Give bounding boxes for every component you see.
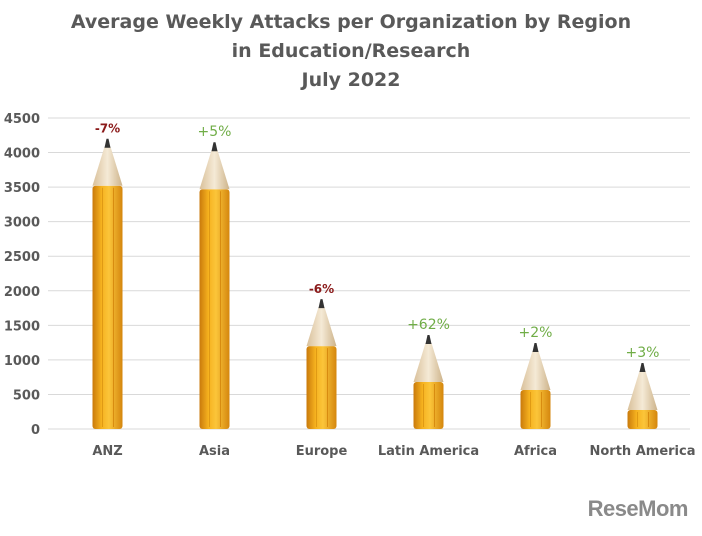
- pencil-wood-tip: [306, 307, 337, 347]
- pencil-wood-tip: [92, 146, 123, 186]
- pencil-lead: [532, 342, 539, 352]
- title-line-1: Average Weekly Attacks per Organization …: [70, 11, 632, 33]
- title-line-2: in Education/Research: [231, 40, 471, 62]
- data-label: -7%: [95, 122, 120, 136]
- data-label: +3%: [626, 345, 660, 361]
- y-tick-label: 500: [13, 388, 40, 403]
- x-tick-label: North America: [590, 444, 696, 459]
- y-tick-label: 2500: [4, 250, 40, 265]
- x-tick-label: Africa: [514, 444, 557, 459]
- y-tick-label: 1500: [4, 319, 40, 334]
- x-tick-label: Latin America: [378, 444, 479, 459]
- pencil-bar: +5%: [198, 124, 232, 429]
- title-line-3: July 2022: [301, 69, 401, 91]
- data-label: -6%: [309, 282, 334, 296]
- y-tick-label: 4000: [4, 147, 40, 162]
- pencil-bar: -7%: [92, 122, 123, 429]
- pencil-body: [306, 346, 337, 429]
- pencil-wood-tip: [199, 150, 230, 190]
- pencil-lead: [318, 299, 325, 309]
- pencil-bar: +2%: [519, 325, 553, 429]
- y-tick-label: 2000: [4, 285, 40, 300]
- pencil-body: [92, 185, 123, 429]
- pencil-wood-tip: [627, 370, 658, 410]
- x-tick-label: Asia: [199, 444, 230, 459]
- pencil-body: [199, 189, 230, 429]
- y-tick-label: 0: [31, 423, 40, 438]
- pencil-lead: [639, 362, 646, 372]
- pencil-wood-tip: [520, 350, 551, 390]
- pencil-body: [520, 389, 551, 429]
- y-tick-label: 4500: [4, 112, 40, 127]
- y-tick-label: 3500: [4, 181, 40, 196]
- x-tick-label: Europe: [296, 444, 348, 459]
- data-label: +2%: [519, 325, 553, 341]
- chart-title: Average Weekly Attacks per Organization …: [0, 8, 702, 95]
- y-tick-label: 1000: [4, 354, 40, 369]
- data-label: +62%: [407, 317, 450, 333]
- y-tick-label: 3000: [4, 216, 40, 231]
- pencil-bar: +62%: [407, 317, 450, 429]
- x-tick-label: ANZ: [92, 444, 122, 459]
- pencil-body: [627, 409, 658, 429]
- pencil-bar: -6%: [306, 282, 337, 429]
- pencil-bar: +3%: [626, 345, 660, 429]
- pencil-lead: [425, 335, 432, 345]
- pencil-lead: [104, 138, 111, 148]
- pencil-wood-tip: [413, 343, 444, 383]
- pencil-lead: [211, 142, 218, 152]
- resemom-watermark-logo: ReseMom: [587, 496, 689, 521]
- data-label: +5%: [198, 124, 232, 140]
- pencil-body: [413, 382, 444, 429]
